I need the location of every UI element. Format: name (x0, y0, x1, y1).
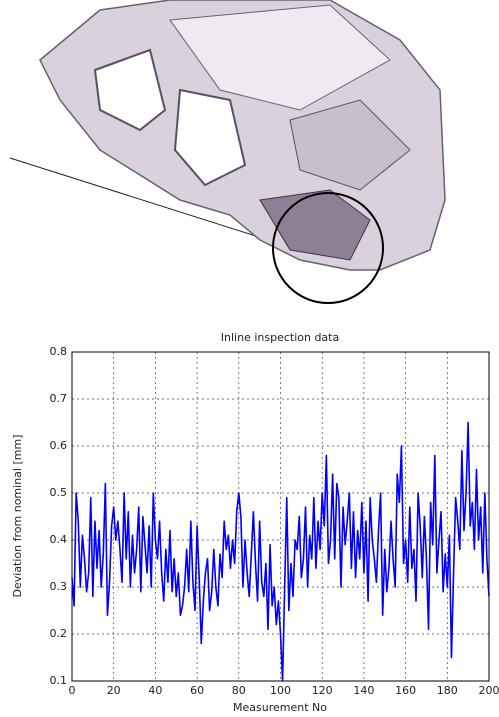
roof (169, 4, 391, 111)
plot-frame (71, 351, 490, 682)
x-tick-label: 200 (479, 684, 499, 697)
x-tick-label: 160 (395, 684, 416, 697)
pointer-line (9, 157, 301, 251)
data-line (71, 421, 490, 682)
x-tick-label: 180 (437, 684, 458, 697)
y-tick-label: 0.8 (50, 345, 68, 358)
x-tick-label: 0 (69, 684, 76, 697)
x-tick-label: 40 (148, 684, 162, 697)
y-tick-label: 0.5 (50, 486, 68, 499)
y-axis-label: Deviation from nominal [mm] (11, 435, 24, 598)
car-body-illustration (9, 0, 446, 304)
x-tick-label: 20 (107, 684, 121, 697)
y-tick-label: 0.2 (50, 627, 68, 640)
rear-window (93, 48, 167, 132)
y-tick-label: 0.7 (50, 392, 68, 405)
highlight-circle (272, 192, 384, 304)
y-tick-label: 0.3 (50, 580, 68, 593)
chart-title: Inline inspection data (221, 331, 339, 344)
x-tick-label: 140 (353, 684, 374, 697)
dashboard (289, 99, 411, 191)
x-tick-label: 60 (190, 684, 204, 697)
y-tick-label: 0.6 (50, 439, 68, 452)
door-opening (173, 88, 247, 187)
chart: Inline inspection data Measurement No De… (11, 331, 499, 714)
x-tick-label: 100 (270, 684, 291, 697)
y-tick-label: 0.4 (50, 533, 68, 546)
x-tick-label: 120 (312, 684, 333, 697)
x-tick-label: 80 (232, 684, 246, 697)
x-axis-label: Measurement No (233, 701, 327, 714)
y-tick-label: 0.1 (50, 674, 68, 687)
a-pillar-detail (259, 189, 371, 261)
